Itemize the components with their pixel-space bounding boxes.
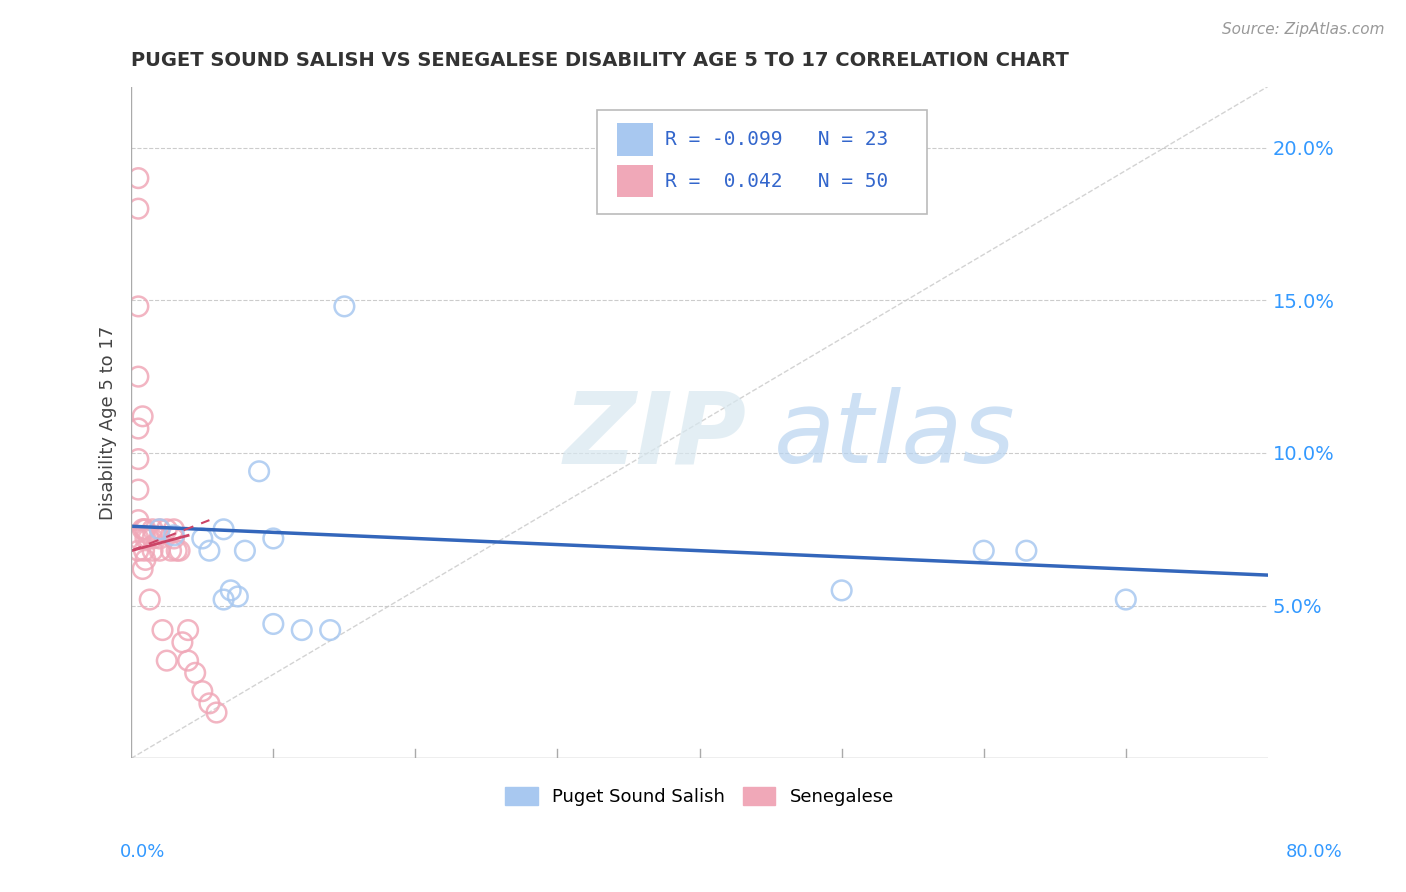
Point	[166, 543, 188, 558]
Point	[177, 623, 200, 637]
Text: PUGET SOUND SALISH VS SENEGALESE DISABILITY AGE 5 TO 17 CORRELATION CHART: PUGET SOUND SALISH VS SENEGALESE DISABIL…	[131, 51, 1069, 70]
Point	[291, 623, 314, 637]
Point	[333, 299, 356, 313]
Bar	[617, 165, 652, 197]
Point	[226, 590, 249, 604]
Legend: Puget Sound Salish, Senegalese: Puget Sound Salish, Senegalese	[498, 780, 901, 814]
Point	[973, 543, 995, 558]
Point	[233, 543, 256, 558]
Point	[1115, 592, 1137, 607]
Point	[831, 583, 853, 598]
Point	[149, 522, 172, 536]
Point	[127, 532, 149, 546]
Point	[127, 513, 149, 527]
Text: 80.0%: 80.0%	[1286, 843, 1343, 861]
Point	[163, 522, 186, 536]
Point	[198, 543, 221, 558]
Point	[136, 532, 159, 546]
Point	[127, 369, 149, 384]
Point	[160, 543, 183, 558]
Point	[191, 684, 214, 698]
Point	[156, 522, 179, 536]
Point	[127, 421, 149, 435]
Point	[142, 543, 165, 558]
Point	[132, 522, 155, 536]
Point	[163, 532, 186, 546]
Text: 0.0%: 0.0%	[120, 843, 165, 861]
Point	[131, 409, 153, 424]
Point	[152, 623, 174, 637]
Point	[127, 202, 149, 216]
Point	[212, 592, 235, 607]
Point	[134, 553, 156, 567]
Point	[131, 522, 153, 536]
Point	[127, 543, 149, 558]
Point	[169, 543, 191, 558]
FancyBboxPatch shape	[598, 110, 927, 214]
Point	[134, 532, 156, 546]
Point	[156, 654, 179, 668]
Point	[212, 522, 235, 536]
Point	[191, 532, 214, 546]
Point	[205, 706, 228, 720]
Bar	[617, 123, 652, 156]
Point	[127, 299, 149, 313]
Point	[163, 528, 186, 542]
Point	[219, 583, 242, 598]
Text: R =  0.042   N = 50: R = 0.042 N = 50	[665, 172, 889, 191]
Point	[198, 697, 221, 711]
Point	[127, 483, 149, 497]
Point	[1015, 543, 1038, 558]
Point	[149, 543, 172, 558]
Point	[184, 665, 207, 680]
Point	[127, 171, 149, 186]
Point	[132, 543, 155, 558]
Point	[262, 532, 284, 546]
Point	[142, 522, 165, 536]
Point	[262, 617, 284, 632]
Point	[149, 532, 172, 546]
Point	[127, 452, 149, 467]
Point	[172, 635, 194, 649]
Y-axis label: Disability Age 5 to 17: Disability Age 5 to 17	[100, 326, 117, 519]
Text: R = -0.099   N = 23: R = -0.099 N = 23	[665, 130, 889, 149]
Point	[319, 623, 342, 637]
Point	[247, 464, 270, 478]
Point	[138, 592, 160, 607]
Text: Source: ZipAtlas.com: Source: ZipAtlas.com	[1222, 22, 1385, 37]
Point	[131, 562, 153, 576]
Text: ZIP: ZIP	[564, 387, 747, 484]
Point	[134, 522, 156, 536]
Text: atlas: atlas	[773, 387, 1015, 484]
Point	[177, 654, 200, 668]
Point	[142, 532, 165, 546]
Point	[149, 522, 172, 536]
